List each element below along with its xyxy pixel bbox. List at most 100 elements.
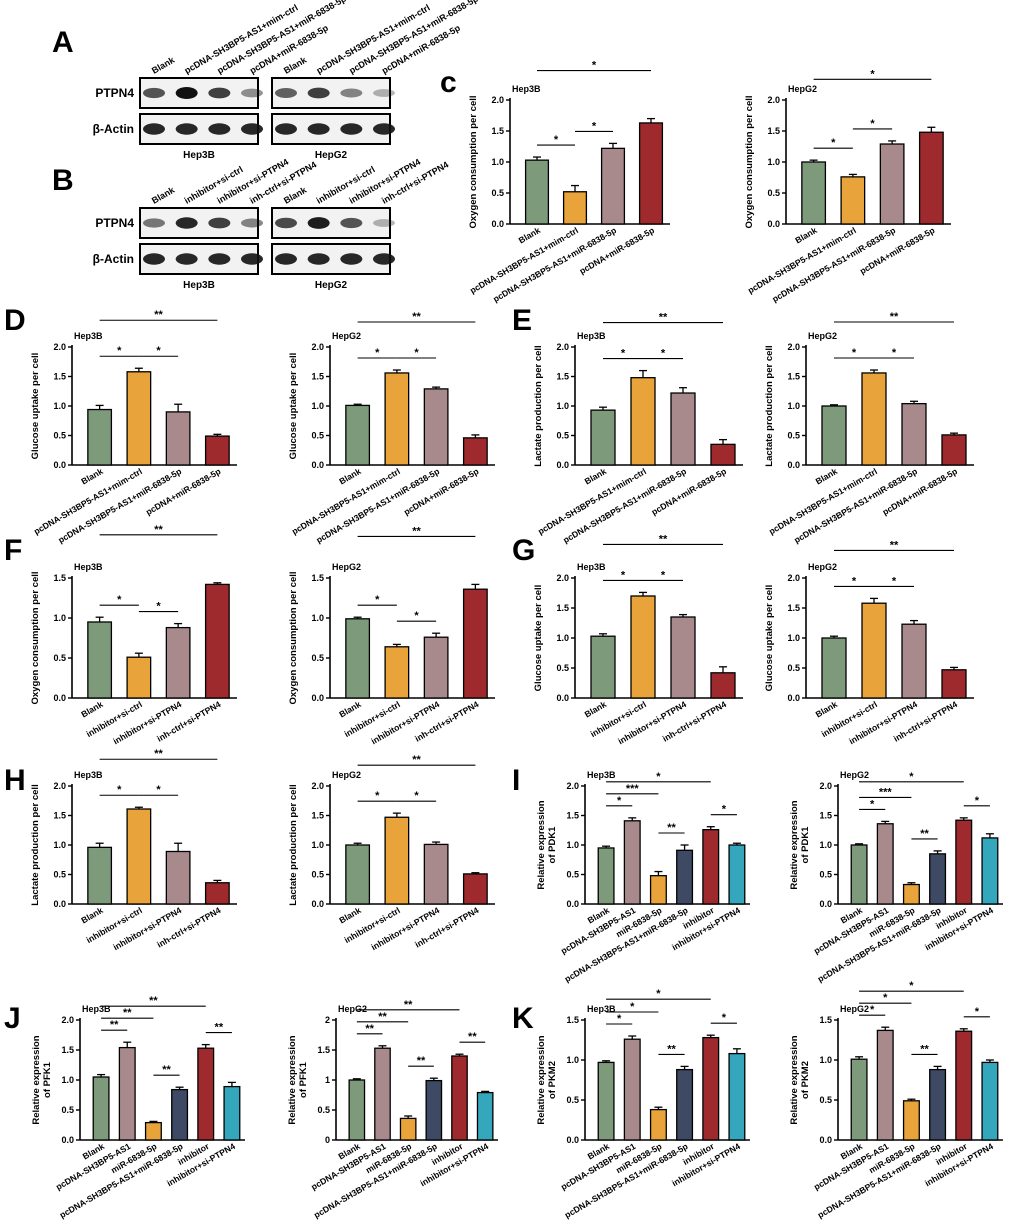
bar [981,837,999,905]
bar [623,1038,641,1141]
y-tick-label: 1.0 [566,840,579,850]
category-label: Blank [583,699,608,719]
blot-band [208,217,231,229]
y-tick-label: 1.0 [556,633,569,643]
y-tick-label: 0.0 [767,219,780,229]
significance-label: * [852,575,857,587]
bar-chart-k-hepg2: HepG2 0.0 0.5 1.0 1.5 Relative expressionof P… [789,980,1003,1220]
significance-label: * [883,992,888,1004]
bar-chart-e-hep3b: Hep3B 0.0 0.5 1.0 1.5 2.0 Lactate production p… [533,312,743,545]
y-tick-label: 0.5 [53,431,66,441]
y-tick-label: 2.0 [566,781,579,791]
bar [165,850,191,905]
bar [670,616,696,699]
significance-label: * [375,594,380,606]
category-label: pcDNA+miR-6838-5p [650,466,728,517]
y-tick-label: 0.5 [819,870,832,880]
category-label: inhibitor+si-PTPN4 [369,699,441,746]
bar [929,1068,947,1141]
y-tick-label: 0.0 [311,899,324,909]
y-tick-label: 0.0 [566,1135,579,1145]
chart-title: HepG2 [840,1004,869,1014]
y-tick-label: 0.0 [556,693,569,703]
significance-label: * [414,347,419,359]
significance-label: * [414,790,419,802]
category-label: Blank [79,466,104,486]
panel-letter-j: J [4,1002,21,1035]
bar [425,1079,443,1141]
significance-label: ** [412,311,421,323]
category-label: pcDNA+miR-6838-5p [858,225,936,276]
y-tick-label: 0.5 [317,1105,330,1115]
panel-letter-c: c [440,66,457,99]
chart-title: HepG2 [788,84,817,94]
y-tick-label: 0 [325,1135,330,1145]
significance-label: * [592,120,597,132]
blot-band [143,87,165,99]
blot-band [373,219,395,227]
y-tick-label: 0.5 [491,188,504,198]
chart-title: Hep3B [512,84,541,94]
significance-label: * [375,790,380,802]
y-tick-label: 0.0 [819,899,832,909]
y-tick-label: 2.0 [767,95,780,105]
significance-label: ** [412,525,421,537]
significance-label: ** [890,311,899,323]
category-label: Blank [337,466,362,486]
bar [597,1061,615,1141]
significance-label: ** [404,999,413,1011]
y-tick-label: 1.5 [556,603,569,613]
panel-letter-k: K [512,1002,534,1035]
bar [876,823,894,905]
bar [801,161,827,225]
y-tick-label: 0.5 [566,1095,579,1105]
bar [590,635,616,699]
significance-label: ** [920,828,929,840]
chart-title: Hep3B [577,562,606,572]
y-tick-label: 2.0 [311,781,324,791]
significance-label: * [156,784,161,796]
bar-chart-h-hep3b: Hep3B 0.0 0.5 1.0 1.5 2.0 Lactate production p… [30,748,237,952]
significance-label: ** [110,1019,119,1031]
bar [144,1121,162,1141]
significance-label: ** [417,1055,426,1067]
y-axis-label: Relative expressionof PKM2 [789,1035,811,1124]
y-axis-label: Glucose uptake per cell [288,353,299,460]
bar [710,672,736,699]
blot-band [340,123,363,135]
bar [423,636,449,699]
y-tick-label: 1.0 [53,613,66,623]
bar [728,1052,746,1141]
significance-label: ** [123,1007,132,1019]
bar [384,816,410,905]
blot-band [208,253,231,265]
panel-letter-a: A [52,26,74,59]
bar [821,637,847,699]
bar [901,402,927,466]
bar [462,873,488,905]
category-label: Blank [814,466,839,486]
significance-label: ** [920,1043,929,1055]
y-tick-label: 0.0 [819,1135,832,1145]
category-label: Blank [79,905,104,925]
y-tick-label: 1.5 [819,1015,832,1025]
significance-label: * [909,771,914,783]
bar-chart-f-hep3b: Hep3B 0.0 0.5 1.0 1.5 Oxygen consumption per … [30,524,237,746]
significance-label: ** [149,995,158,1007]
significance-label: * [414,610,419,622]
blot-band [340,88,363,98]
y-tick-label: 0.5 [819,1095,832,1105]
bar [902,883,920,905]
y-axis-label: Lactate production per cell [288,784,299,905]
bar [476,1091,494,1141]
y-axis-label: Glucose uptake per cell [764,585,775,692]
bar [638,122,664,225]
blot-band [275,253,297,265]
bar [171,1088,189,1141]
bar [840,176,866,225]
bar [126,371,152,466]
bar [165,411,191,466]
blot-band [208,123,231,135]
bar [955,1030,973,1141]
